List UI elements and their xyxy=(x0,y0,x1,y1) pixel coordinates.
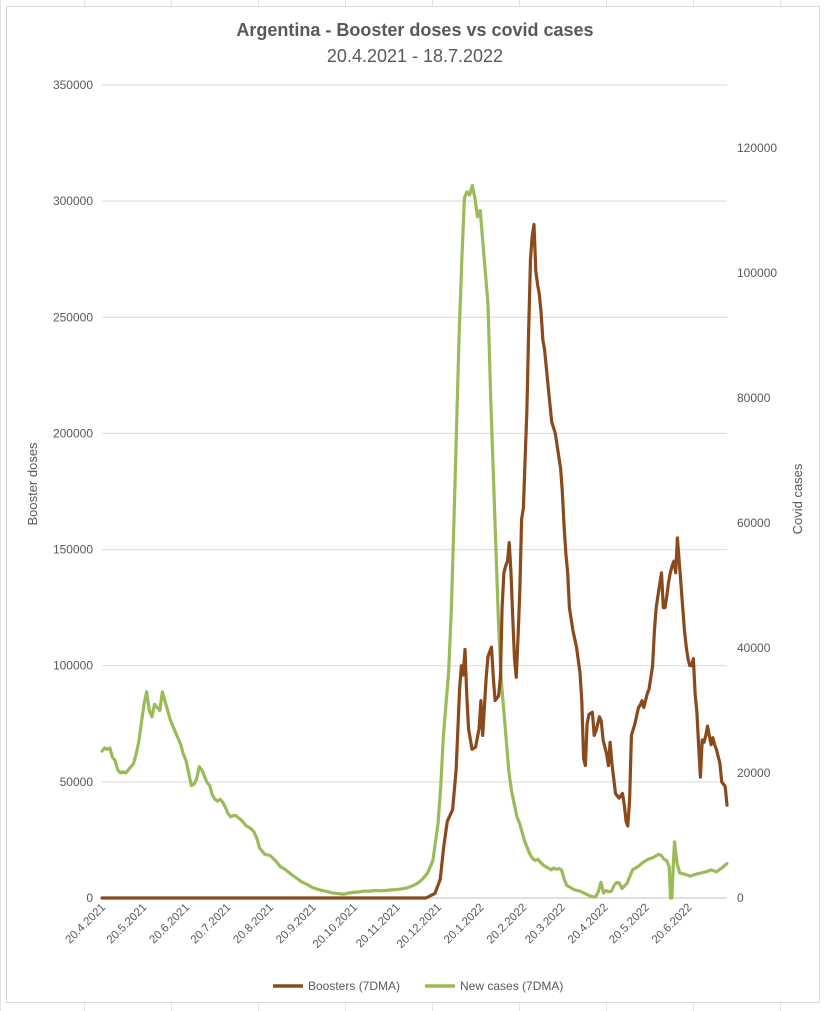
x-tick-label: 20.9.2021 xyxy=(274,902,319,947)
x-tick-label: 20.10.2021 xyxy=(311,902,360,951)
right-axis-tick-labels: 0 20000 40000 60000 80000 100000 120000 xyxy=(737,141,777,905)
right-tick-label: 60000 xyxy=(737,516,771,530)
x-tick-label: 20.2.2022 xyxy=(485,902,530,947)
right-tick-label: 20000 xyxy=(737,766,771,780)
chart-canvas: Argentina - Booster doses vs covid cases… xyxy=(25,20,805,993)
chart-subtitle: 20.4.2021 - 18.7.2022 xyxy=(327,46,503,66)
right-tick-label: 100000 xyxy=(737,266,777,280)
chart-title: Argentina - Booster doses vs covid cases xyxy=(236,20,593,40)
x-tick-label: 20.7.2021 xyxy=(189,902,234,947)
x-tick-label: 20.3.2022 xyxy=(523,902,568,947)
left-tick-label: 150000 xyxy=(53,543,93,557)
x-tick-label: 20.4.2021 xyxy=(63,902,108,947)
x-tick-label: 20.8.2021 xyxy=(231,902,276,947)
left-axis-tick-labels: 0 50000 100000 150000 200000 250000 300000 3500… xyxy=(53,78,93,905)
left-tick-label: 100000 xyxy=(53,659,93,673)
x-tick-label: 20.4.2022 xyxy=(566,902,611,947)
right-tick-label: 40000 xyxy=(737,641,771,655)
x-tick-label: 20.1.2022 xyxy=(442,902,487,947)
x-tick-label: 20.6.2022 xyxy=(650,902,695,947)
left-tick-label: 350000 xyxy=(53,78,93,92)
x-tick-label: 20.5.2022 xyxy=(607,902,652,947)
new-cases-series-line[interactable] xyxy=(100,183,729,900)
left-tick-label: 250000 xyxy=(53,310,93,324)
x-axis-tick-labels: 20.4.202120.5.202120.6.202120.7.202120.8… xyxy=(63,902,694,951)
horizontal-gridlines xyxy=(102,84,727,783)
right-tick-label: 0 xyxy=(737,891,744,905)
left-axis-label: Booster doses xyxy=(25,442,40,526)
right-axis-label: Covid cases xyxy=(790,463,805,534)
right-tick-label: 80000 xyxy=(737,391,771,405)
left-tick-label: 200000 xyxy=(53,426,93,440)
legend-cases-label: New cases (7DMA) xyxy=(460,979,563,993)
left-tick-label: 50000 xyxy=(60,775,94,789)
right-tick-label: 120000 xyxy=(737,141,777,155)
boosters-series-line[interactable] xyxy=(100,222,729,900)
chart-area[interactable]: Argentina - Booster doses vs covid cases… xyxy=(6,6,820,1003)
series-layer xyxy=(100,183,729,900)
x-tick-label: 20.5.2021 xyxy=(105,902,150,947)
left-tick-label: 0 xyxy=(86,891,93,905)
x-tick-label: 20.6.2021 xyxy=(147,902,192,947)
left-tick-label: 300000 xyxy=(53,194,93,208)
legend-boosters-label: Boosters (7DMA) xyxy=(308,979,400,993)
chart-legend[interactable]: Boosters (7DMA) New cases (7DMA) xyxy=(273,979,563,993)
x-tick-label: 20.12.2021 xyxy=(395,902,444,951)
